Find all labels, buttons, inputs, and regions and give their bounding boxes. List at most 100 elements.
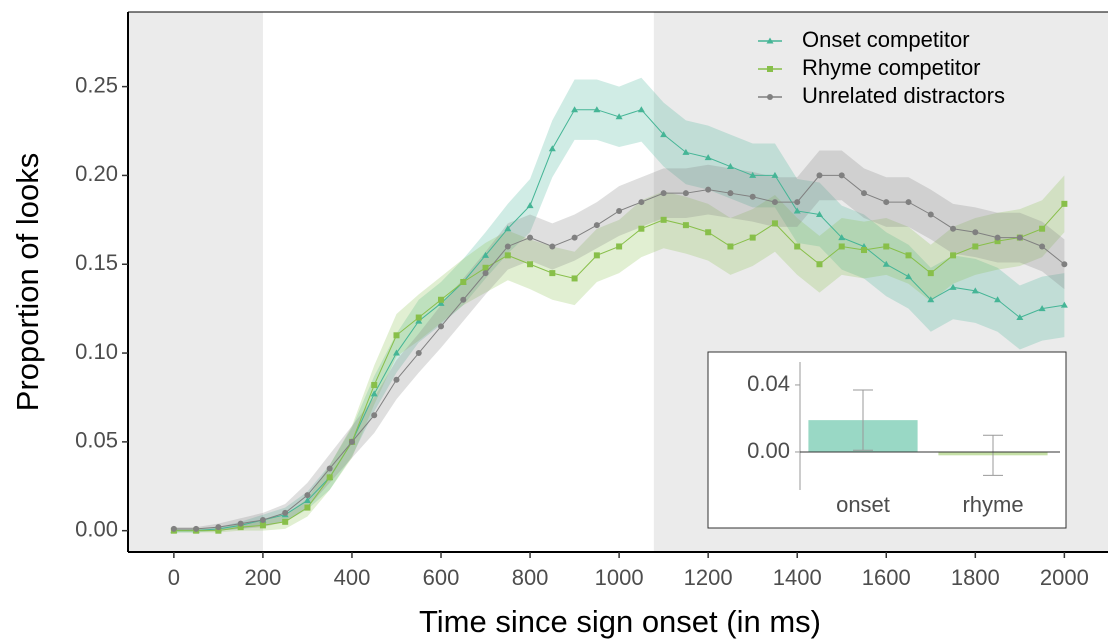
x-tick-label: 800 (512, 565, 549, 590)
marker (660, 190, 667, 197)
marker (883, 199, 890, 206)
marker (749, 171, 757, 178)
marker (705, 186, 712, 193)
marker (504, 225, 512, 232)
y-tick-label: 0.25 (75, 72, 118, 97)
marker (771, 199, 778, 206)
marker (927, 270, 934, 277)
shaded-region (128, 12, 263, 552)
x-tick-label: 0 (168, 565, 180, 590)
y-tick-label: 0.05 (75, 428, 118, 453)
marker (882, 260, 890, 267)
marker (861, 247, 868, 254)
marker (259, 517, 266, 524)
marker (348, 438, 355, 445)
marker (905, 273, 913, 280)
legend-label: Rhyme competitor (802, 55, 981, 80)
x-tick-label: 1600 (862, 565, 911, 590)
inset-x-tick-label: onset (836, 492, 890, 517)
marker (282, 518, 289, 525)
marker (437, 299, 445, 306)
marker (371, 382, 378, 389)
y-axis-title: Proportion of looks (10, 153, 45, 411)
inset-y-tick-label: 0.04 (747, 371, 790, 396)
marker (950, 225, 957, 232)
marker (549, 270, 556, 277)
y-tick-label: 0.10 (75, 339, 118, 364)
marker (767, 66, 773, 72)
marker (767, 94, 773, 100)
marker (170, 525, 177, 532)
marker (615, 113, 623, 120)
marker (593, 222, 600, 229)
marker (705, 229, 712, 236)
marker (438, 296, 445, 303)
marker (949, 283, 957, 290)
marker (682, 148, 690, 155)
marker (727, 243, 734, 250)
marker (660, 131, 668, 138)
confidence-band (173, 150, 1065, 531)
marker (415, 317, 423, 324)
error-bar (853, 389, 873, 451)
marker (326, 465, 333, 472)
x-tick-label: 2000 (1040, 565, 1089, 590)
marker (259, 522, 266, 529)
x-tick-label: 600 (423, 565, 460, 590)
marker (527, 261, 534, 268)
marker (994, 234, 1001, 241)
marker (771, 220, 778, 227)
marker (438, 323, 445, 330)
marker (482, 251, 490, 258)
marker (704, 154, 712, 161)
marker (838, 172, 845, 179)
marker (1039, 225, 1046, 232)
marker (994, 296, 1002, 303)
y-tick-label: 0.15 (75, 250, 118, 275)
marker (616, 207, 623, 214)
marker (1061, 261, 1068, 268)
marker (393, 376, 400, 383)
marker (950, 252, 957, 259)
marker (749, 234, 756, 241)
marker (1038, 305, 1046, 312)
x-tick-label: 400 (334, 565, 371, 590)
marker (237, 520, 244, 527)
marker (972, 229, 979, 236)
marker (838, 243, 845, 250)
marker (549, 243, 556, 250)
marker (504, 252, 511, 259)
x-tick-label: 1800 (951, 565, 1000, 590)
marker (861, 190, 868, 197)
marker (504, 243, 511, 250)
marker (771, 171, 779, 178)
x-tick-label: 1400 (773, 565, 822, 590)
marker (971, 287, 979, 294)
marker (415, 314, 422, 321)
marker (526, 202, 534, 209)
marker (1016, 314, 1024, 321)
marker (392, 349, 400, 356)
marker (905, 252, 912, 259)
marker (927, 211, 934, 218)
marker (838, 234, 846, 241)
marker (1039, 243, 1046, 250)
x-tick-label: 200 (245, 565, 282, 590)
marker (994, 238, 1001, 245)
marker (638, 225, 645, 232)
marker (727, 190, 734, 197)
marker (682, 222, 689, 229)
marker (638, 199, 645, 206)
confidence-band (173, 175, 1065, 533)
marker (415, 350, 422, 357)
marker (371, 412, 378, 419)
marker (972, 243, 979, 250)
legend-label: Unrelated distractors (802, 83, 1005, 108)
marker (616, 243, 623, 250)
marker (816, 172, 823, 179)
legend-label: Onset competitor (802, 27, 970, 52)
x-axis-title: Time since sign onset (in ms) (419, 604, 821, 639)
marker (460, 296, 467, 303)
marker (460, 279, 467, 285)
marker (482, 264, 489, 271)
